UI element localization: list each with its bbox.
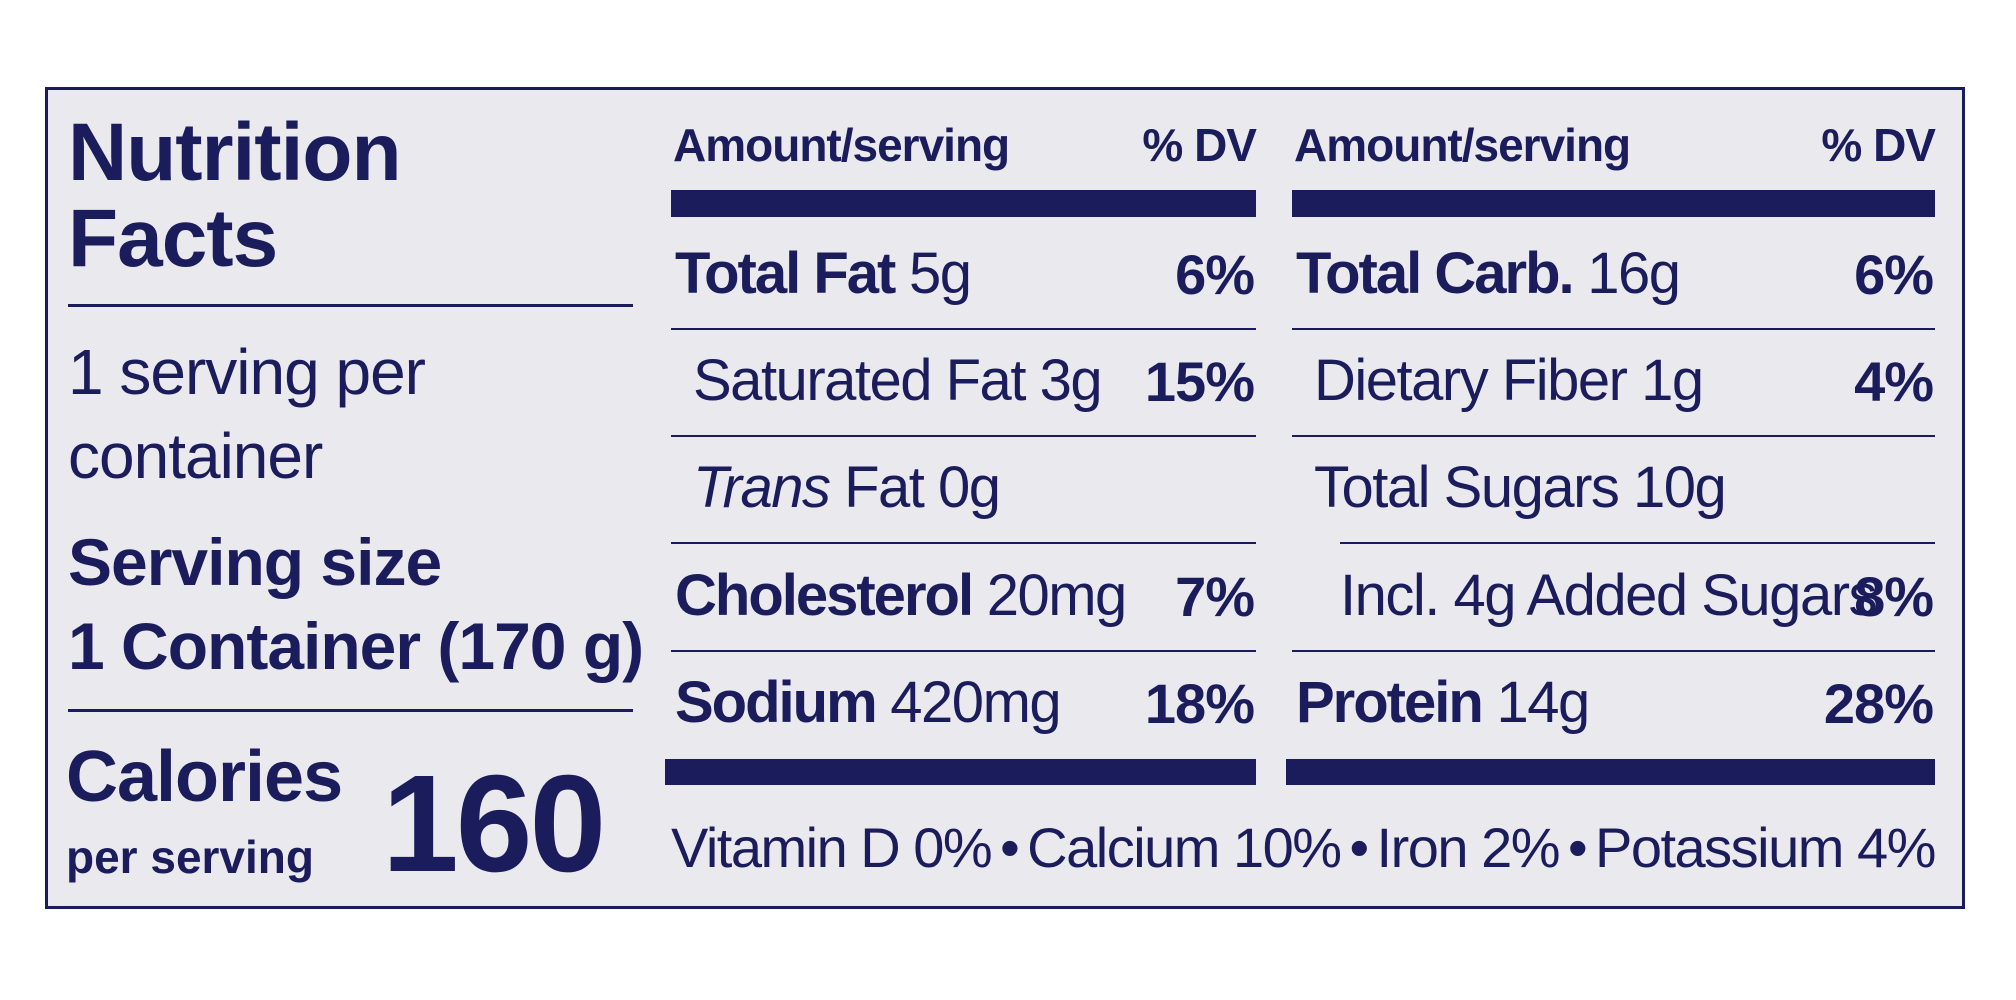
nutrient-row: Total Sugars 10g — [1314, 454, 1727, 521]
nutrient-row: Sodium 420mg — [675, 669, 1062, 736]
footer-item: Potassium 4% — [1594, 816, 1936, 879]
nutrient-amount: 1g — [1641, 348, 1704, 414]
header-amount: Amount/serving — [1294, 119, 1631, 171]
calories: 160 — [382, 747, 606, 901]
nutrient-dv: 8% — [1854, 564, 1934, 628]
nutrient-name: Fat — [844, 455, 925, 521]
footer-item: Calcium 10% — [1027, 816, 1342, 879]
header-dv: % DV — [1142, 119, 1257, 171]
row-rule — [1292, 649, 1935, 652]
nutrient-name: Saturated Fat — [693, 348, 1026, 414]
thick-rule — [671, 190, 1256, 217]
nutrient-amount: 14g — [1496, 669, 1590, 735]
nutrient-row: Cholesterol 20mg — [675, 562, 1128, 629]
header-dv: % DV — [1821, 119, 1936, 171]
nutrient-name: Protein — [1296, 669, 1484, 735]
row-rule — [1340, 542, 1935, 545]
row-rule — [671, 542, 1256, 545]
row-rule — [671, 435, 1256, 438]
row-rule — [671, 649, 1256, 652]
title: Nutrition Facts — [68, 107, 402, 284]
nutrient-name: Cholesterol — [675, 562, 974, 628]
footer-item: Vitamin D 0% — [671, 816, 993, 879]
nutrient-name: Incl. 4g Added Sugars — [1340, 562, 1878, 628]
nutrient-amount: 3g — [1039, 348, 1103, 414]
header-amount: Amount/serving — [673, 119, 1010, 171]
nutrient-name: Dietary Fiber — [1314, 348, 1628, 414]
serving-size: 1 Container (170 g) — [68, 609, 644, 683]
nutrient-row: Total Fat 5g — [675, 240, 972, 307]
footer-item: Iron 2% — [1376, 816, 1561, 879]
nutrient-amount: 5g — [908, 241, 972, 306]
calories-label: Calories — [66, 737, 343, 817]
calories-sub: per serving — [66, 831, 314, 883]
nutrient-amount: 20mg — [986, 562, 1128, 628]
nutrient-dv: 15% — [1144, 350, 1255, 414]
row-rule — [671, 328, 1256, 330]
nutrient-amount: 420mg — [890, 669, 1061, 735]
nutrient-name: Sodium — [675, 669, 878, 735]
separator: • — [1349, 816, 1370, 879]
nutrient-dv: 4% — [1854, 350, 1934, 414]
thick-rule — [1286, 759, 1935, 785]
separator: • — [1000, 816, 1020, 879]
row-rule — [1292, 435, 1935, 438]
nutrient-dv: 28% — [1823, 671, 1934, 735]
nutrient-dv: 7% — [1175, 564, 1255, 628]
nutrient-dv: 18% — [1144, 671, 1255, 735]
rule — [68, 709, 633, 712]
nutrient-name: Total Carb. — [1296, 241, 1575, 306]
serving-size-label: Serving size — [68, 525, 442, 599]
servings: 1 serving per container — [68, 336, 426, 492]
nutrient-name: Total Fat — [675, 241, 896, 306]
nutrient-amount: 10g — [1633, 455, 1727, 521]
thick-rule — [665, 759, 1256, 785]
nutrient-name: Total Sugars — [1314, 455, 1620, 521]
nutrient-dv: 6% — [1175, 243, 1255, 306]
nutrient-row: Dietary Fiber 1g — [1314, 347, 1704, 414]
nutrient-italic: Trans — [693, 455, 831, 521]
nutrient-dv: 6% — [1854, 243, 1934, 306]
nutrient-amount: 16g — [1587, 241, 1681, 306]
nutrient-row: Total Carb. 16g — [1296, 240, 1681, 307]
footer: Vitamin D 0% • Calcium 10% • Iron 2% • Potassi… — [671, 815, 1936, 880]
rule — [68, 304, 633, 307]
row-rule — [1292, 328, 1935, 330]
separator: • — [1567, 816, 1588, 879]
nutrient-row: Trans Fat 0g — [693, 454, 1001, 521]
nutrient-row: Saturated Fat 3g — [693, 347, 1103, 414]
nutrient-amount: 0g — [938, 455, 1001, 521]
nutrient-row: Protein 14g — [1296, 669, 1590, 736]
thick-rule — [1292, 190, 1935, 217]
nutrient-row: Incl. 4g Added Sugars — [1340, 562, 1878, 629]
